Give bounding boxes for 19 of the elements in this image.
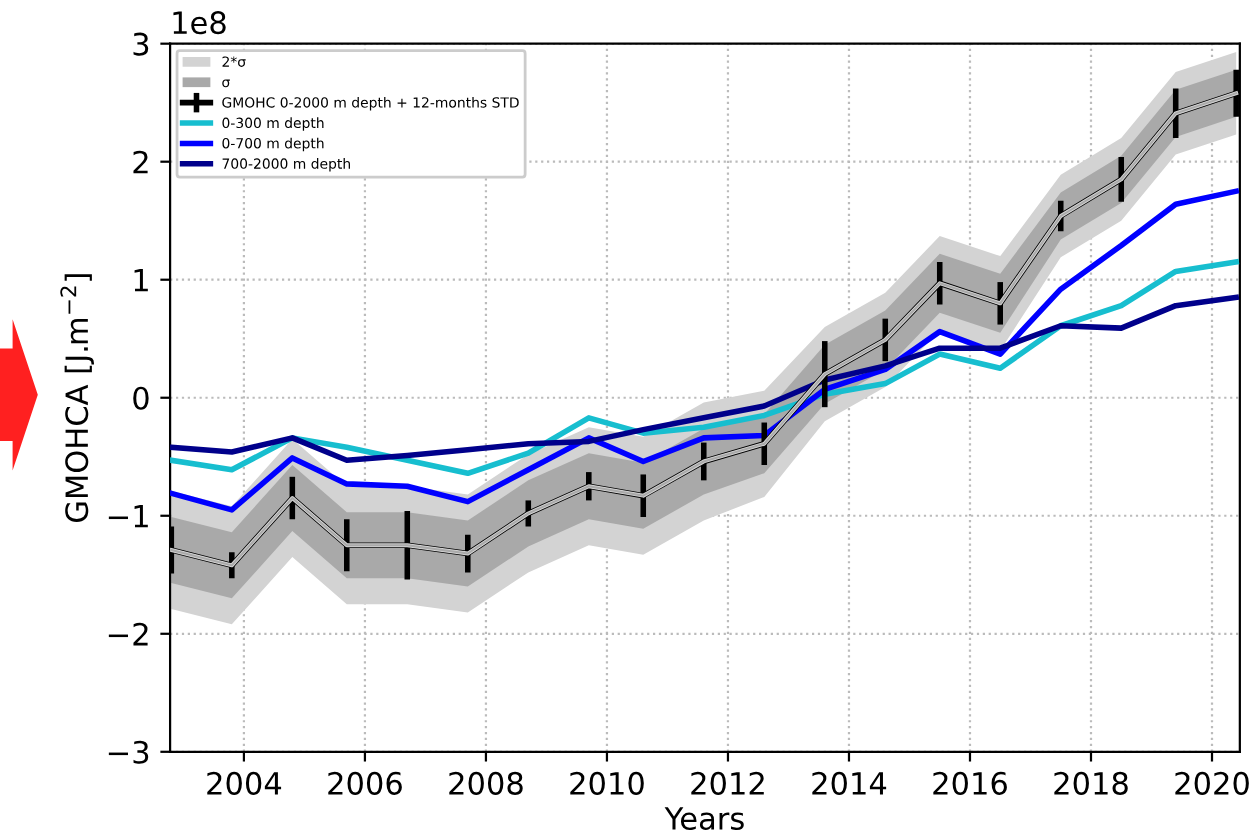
x-tick-label: 2012	[691, 771, 764, 795]
x-tick-label: 2018	[1054, 771, 1128, 795]
y-tick-label: −2	[108, 622, 148, 646]
y-tick-label: 1	[134, 269, 148, 292]
x-axis-title: Years	[664, 807, 744, 831]
text: 1e8	[173, 11, 226, 35]
y-tick-label: 2	[133, 150, 148, 174]
x-tick-label: 2010	[570, 771, 644, 795]
x-tick-label: 2020	[1175, 771, 1249, 795]
y-tick-label: 3	[133, 32, 149, 56]
x-tick-label: 2014	[812, 771, 887, 795]
y-tick-label: −1	[108, 505, 148, 528]
x-tick-label: 2016	[933, 771, 1007, 795]
x-tick-label: 2004	[207, 771, 282, 795]
x-tick-label: 2008	[449, 771, 523, 795]
y-axis-title: GMOHCA [J.m$^{−2}$]	[60, 274, 94, 523]
y-tick-label: 0	[133, 386, 149, 410]
y-tick-label: −3	[108, 740, 149, 764]
x-tick-label: 2006	[328, 771, 402, 795]
